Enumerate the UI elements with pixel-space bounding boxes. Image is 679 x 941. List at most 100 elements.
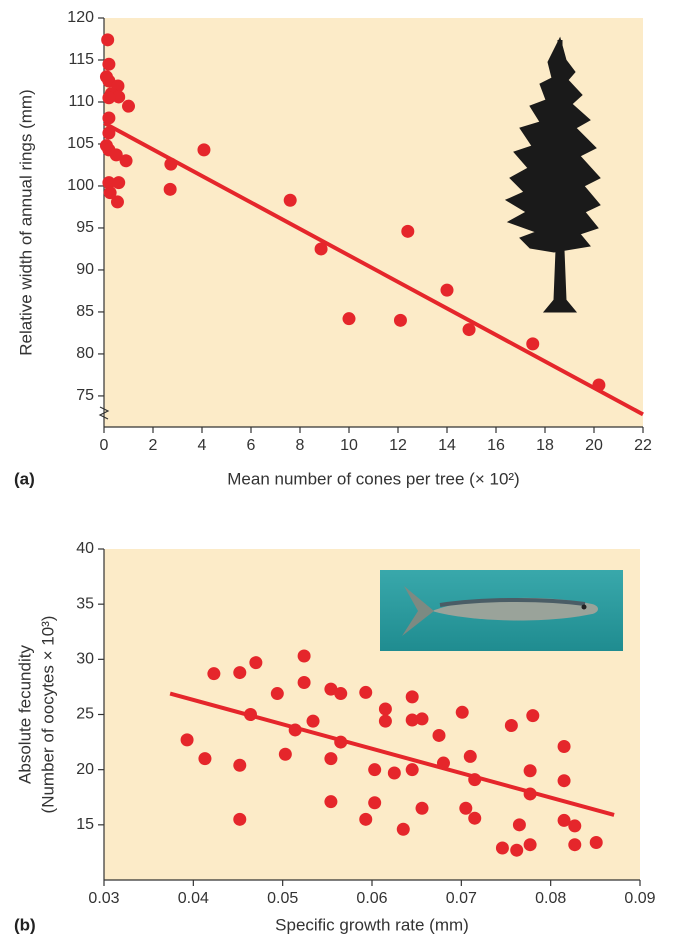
- data-point: [297, 649, 311, 663]
- data-point: [197, 143, 211, 157]
- data-point: [455, 705, 469, 719]
- x-tick-label: 14: [438, 437, 456, 454]
- data-point: [249, 656, 263, 670]
- x-tick-label: 4: [198, 437, 207, 454]
- data-point: [109, 148, 123, 162]
- y-tick-label: 110: [68, 93, 94, 110]
- x-tick-label: 0.08: [535, 890, 566, 907]
- data-point: [368, 763, 382, 777]
- data-point: [198, 752, 212, 766]
- tree-illustration: [504, 36, 601, 313]
- data-point: [468, 773, 482, 787]
- x-tick-label: 12: [389, 437, 407, 454]
- data-point: [526, 709, 540, 723]
- data-point: [102, 57, 116, 71]
- data-point: [102, 111, 116, 125]
- x-tick-label: 0.06: [356, 890, 387, 907]
- data-point: [495, 841, 509, 855]
- data-point: [207, 667, 221, 681]
- y-tick-label: 40: [76, 540, 94, 557]
- data-point: [163, 182, 177, 196]
- x-tick-label: 18: [536, 437, 554, 454]
- x-tick-label: 22: [634, 437, 652, 454]
- x-tick-label: 0.07: [446, 890, 477, 907]
- data-point: [359, 812, 373, 826]
- data-point: [589, 835, 603, 849]
- data-point: [526, 337, 540, 351]
- data-point: [592, 378, 606, 392]
- y-axis-title: Absolute fecundity: [15, 645, 34, 784]
- x-axis-title: Specific growth rate (mm): [275, 915, 469, 934]
- data-point: [324, 795, 338, 809]
- data-point: [112, 90, 126, 104]
- data-point: [436, 756, 450, 770]
- y-tick-label: 85: [76, 303, 94, 320]
- fish-photo: [380, 570, 623, 651]
- data-point: [233, 812, 247, 826]
- data-point: [283, 193, 297, 207]
- data-point: [396, 822, 410, 836]
- data-point: [359, 685, 373, 699]
- data-point: [459, 801, 473, 815]
- data-point: [233, 758, 247, 772]
- data-point: [342, 312, 356, 326]
- data-point: [405, 690, 419, 704]
- x-tick-label: 6: [247, 437, 256, 454]
- data-point: [180, 733, 194, 747]
- data-point: [324, 752, 338, 766]
- data-point: [164, 157, 178, 171]
- data-point: [523, 764, 537, 778]
- data-point: [440, 283, 454, 297]
- data-point: [405, 763, 419, 777]
- data-point: [306, 714, 320, 728]
- data-point: [557, 774, 571, 788]
- y-tick-label: 105: [67, 135, 94, 152]
- data-point: [119, 154, 133, 168]
- x-tick-label: 0.05: [267, 890, 298, 907]
- x-tick-label: 0.04: [178, 890, 209, 907]
- x-tick-label: 10: [340, 437, 358, 454]
- y-tick-label: 30: [76, 651, 94, 668]
- data-point: [568, 819, 582, 833]
- x-tick-label: 16: [487, 437, 505, 454]
- panel-label: (b): [14, 915, 36, 934]
- data-point: [122, 99, 135, 113]
- data-point: [101, 33, 115, 47]
- y-tick-label: 20: [76, 761, 94, 778]
- data-point: [557, 813, 571, 827]
- data-point: [512, 818, 526, 832]
- data-point: [102, 126, 116, 140]
- data-point: [393, 313, 407, 327]
- data-point: [233, 666, 247, 680]
- data-point: [244, 708, 258, 721]
- y-tick-label: 90: [76, 261, 94, 278]
- y-tick-label: 115: [68, 51, 94, 68]
- x-axis-title: Mean number of cones per tree (× 10²): [227, 469, 519, 488]
- data-point: [504, 719, 518, 733]
- y-tick-label: 75: [76, 387, 94, 404]
- data-point: [432, 728, 446, 742]
- y-axis-title: (Number of oocytes × 10³): [38, 616, 57, 814]
- data-point: [314, 242, 328, 256]
- data-point: [102, 176, 116, 190]
- y-tick-label: 25: [76, 706, 94, 723]
- y-axis-title: Relative width of annual rings (mm): [16, 89, 35, 355]
- data-point: [110, 195, 124, 209]
- x-tick-label: 0.09: [624, 890, 655, 907]
- data-point: [378, 714, 392, 728]
- data-point: [378, 702, 392, 716]
- data-point: [334, 735, 348, 749]
- plots: 75 80 85 90 95 100 105 110 115 120 0 2 4 6 8 10 12 14 16 18…: [14, 9, 656, 934]
- data-point: [415, 712, 429, 726]
- data-point: [523, 787, 537, 801]
- data-point: [523, 838, 537, 852]
- data-point: [387, 766, 401, 780]
- panel-label: (a): [14, 469, 35, 488]
- y-tick-label: 35: [76, 595, 94, 612]
- data-point: [324, 682, 338, 696]
- data-point: [462, 323, 476, 337]
- y-tick-label: 100: [67, 177, 94, 194]
- data-point: [401, 224, 415, 238]
- data-point: [112, 176, 126, 190]
